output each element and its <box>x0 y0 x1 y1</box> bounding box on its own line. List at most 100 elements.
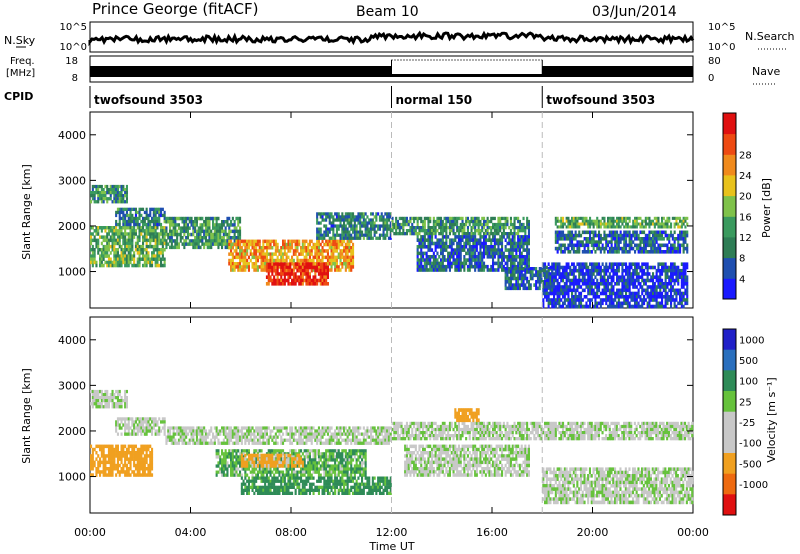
data-cell <box>161 207 164 211</box>
data-cell <box>664 282 667 286</box>
data-cell <box>639 304 642 309</box>
data-cell <box>149 229 152 233</box>
data-cell <box>111 229 114 233</box>
data-cell <box>303 268 306 273</box>
data-cell <box>445 268 448 272</box>
data-cell <box>501 258 504 262</box>
data-cell <box>100 454 103 458</box>
data-cell <box>332 218 335 222</box>
data-cell <box>136 460 139 465</box>
data-cell <box>679 288 682 293</box>
data-cell <box>325 268 328 273</box>
data-cell <box>154 263 157 268</box>
data-cell <box>619 246 622 251</box>
data-cell <box>547 285 550 289</box>
data-cell <box>536 276 539 281</box>
data-cell <box>682 219 685 223</box>
data-cell <box>280 255 283 260</box>
data-cell <box>440 216 443 221</box>
data-cell <box>680 237 683 241</box>
data-cell <box>587 240 590 244</box>
data-cell <box>395 219 398 224</box>
data-cell <box>509 258 512 262</box>
data-cell <box>567 275 570 279</box>
data-cell <box>177 226 180 230</box>
data-cell <box>684 301 687 306</box>
data-cell <box>580 278 583 283</box>
data-cell <box>204 232 207 237</box>
data-cell <box>571 233 574 238</box>
data-cell <box>445 264 448 269</box>
data-cell <box>127 232 130 236</box>
colorbar-tick-label: 20 <box>739 192 752 203</box>
data-cell <box>556 237 559 241</box>
data-cell <box>133 257 136 261</box>
data-cell <box>321 262 324 266</box>
data-cell <box>569 298 572 302</box>
data-cell <box>529 286 532 291</box>
data-cell <box>163 210 166 215</box>
data-cell <box>330 249 333 253</box>
data-cell <box>246 258 249 263</box>
data-cell <box>644 282 647 286</box>
data-cell <box>97 399 100 403</box>
data-cell <box>109 263 112 268</box>
data-cell <box>195 229 198 234</box>
data-cell <box>599 222 602 226</box>
data-cell <box>440 229 443 233</box>
data-cell <box>328 242 331 247</box>
data-cell <box>251 265 254 269</box>
data-cell <box>617 237 620 241</box>
data-cell <box>508 270 511 274</box>
data-cell <box>317 242 320 247</box>
data-cell <box>572 246 575 251</box>
data-cell <box>145 248 148 252</box>
data-cell <box>122 238 125 243</box>
data-cell <box>625 237 628 241</box>
data-cell <box>95 244 98 249</box>
data-cell <box>520 270 523 274</box>
data-cell <box>265 265 268 270</box>
data-cell <box>314 262 317 266</box>
data-cell <box>551 278 554 283</box>
data-cell <box>673 237 676 241</box>
data-cell <box>524 248 527 252</box>
data-cell <box>501 255 504 259</box>
data-cell <box>147 244 150 249</box>
data-cell <box>572 268 575 273</box>
data-cell <box>565 225 568 229</box>
data-cell <box>235 265 238 269</box>
data-cell <box>97 200 100 204</box>
data-cell <box>253 246 256 250</box>
data-cell <box>420 229 423 233</box>
data-cell <box>657 268 660 273</box>
data-cell <box>554 291 557 296</box>
data-cell <box>583 246 586 251</box>
data-cell <box>527 255 530 259</box>
data-cell <box>531 267 534 271</box>
data-cell <box>598 219 601 223</box>
data-cell <box>470 258 473 262</box>
data-cell <box>185 229 188 234</box>
data-cell <box>113 447 116 452</box>
data-cell <box>396 222 399 227</box>
data-cell <box>589 250 592 254</box>
data-cell <box>289 268 292 273</box>
data-cell <box>686 250 689 254</box>
data-cell <box>118 191 121 195</box>
data-cell <box>432 268 435 272</box>
data-cell <box>265 239 268 244</box>
data-cell <box>301 258 304 263</box>
data-cell <box>287 275 290 279</box>
data-cell <box>653 275 656 279</box>
data-cell <box>497 241 500 246</box>
data-cell <box>492 264 495 269</box>
data-cell <box>445 229 448 233</box>
data-cell <box>581 222 584 226</box>
data-cell <box>511 276 514 281</box>
data-cell <box>661 250 664 254</box>
data-cell <box>536 273 539 278</box>
data-cell <box>165 220 168 224</box>
data-cell <box>244 242 247 247</box>
data-cell <box>423 261 426 266</box>
